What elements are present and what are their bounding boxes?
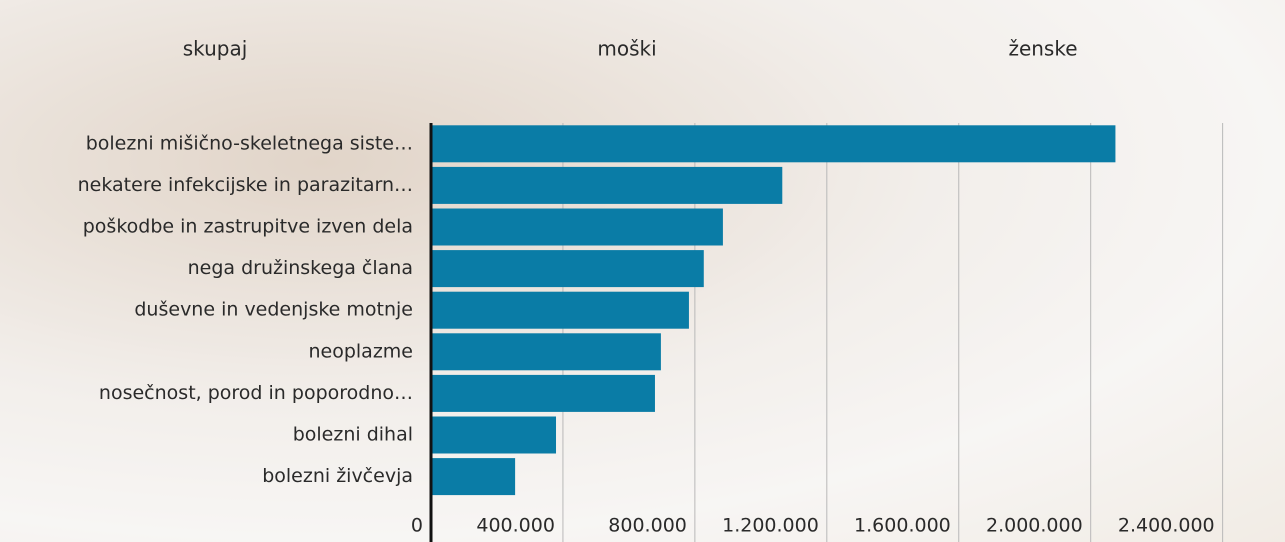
bar (431, 125, 1116, 163)
tab[interactable]: moški (597, 37, 656, 61)
y-tick-label: bolezni dihal (293, 424, 413, 446)
y-tick-label: nosečnost, porod in poporodno… (99, 382, 413, 404)
bar (431, 250, 704, 288)
y-tick-label: duševne in vedenjske motnje (134, 299, 413, 321)
bar (431, 166, 783, 204)
y-tick-label: poškodbe in zastrupitve izven dela (83, 216, 413, 238)
y-tick-label: bolezni mišično-skeletnega siste… (86, 132, 413, 154)
y-tick-label: nega družinskega člana (188, 257, 413, 279)
y-tick-label: nekatere infekcijske in parazitarn… (78, 174, 413, 196)
x-tick-label: 1.200.000 (722, 515, 819, 537)
x-tick-label: 0 (411, 515, 423, 537)
x-tick-label: 2.400.000 (1118, 515, 1215, 537)
x-tick-label: 1.600.000 (854, 515, 951, 537)
bar (431, 374, 655, 412)
y-tick-label: bolezni živčevja (262, 465, 413, 487)
x-tick-label: 800.000 (608, 515, 687, 537)
tab[interactable]: ženske (1008, 37, 1077, 61)
y-tick-label: neoplazme (308, 340, 413, 362)
tab[interactable]: skupaj (183, 37, 248, 61)
x-tick-label: 2.000.000 (986, 515, 1083, 537)
x-tick-label: 400.000 (476, 515, 555, 537)
bar (431, 416, 557, 454)
bar (431, 208, 723, 246)
bar (431, 333, 661, 371)
bar (431, 291, 689, 329)
bar (431, 458, 516, 496)
